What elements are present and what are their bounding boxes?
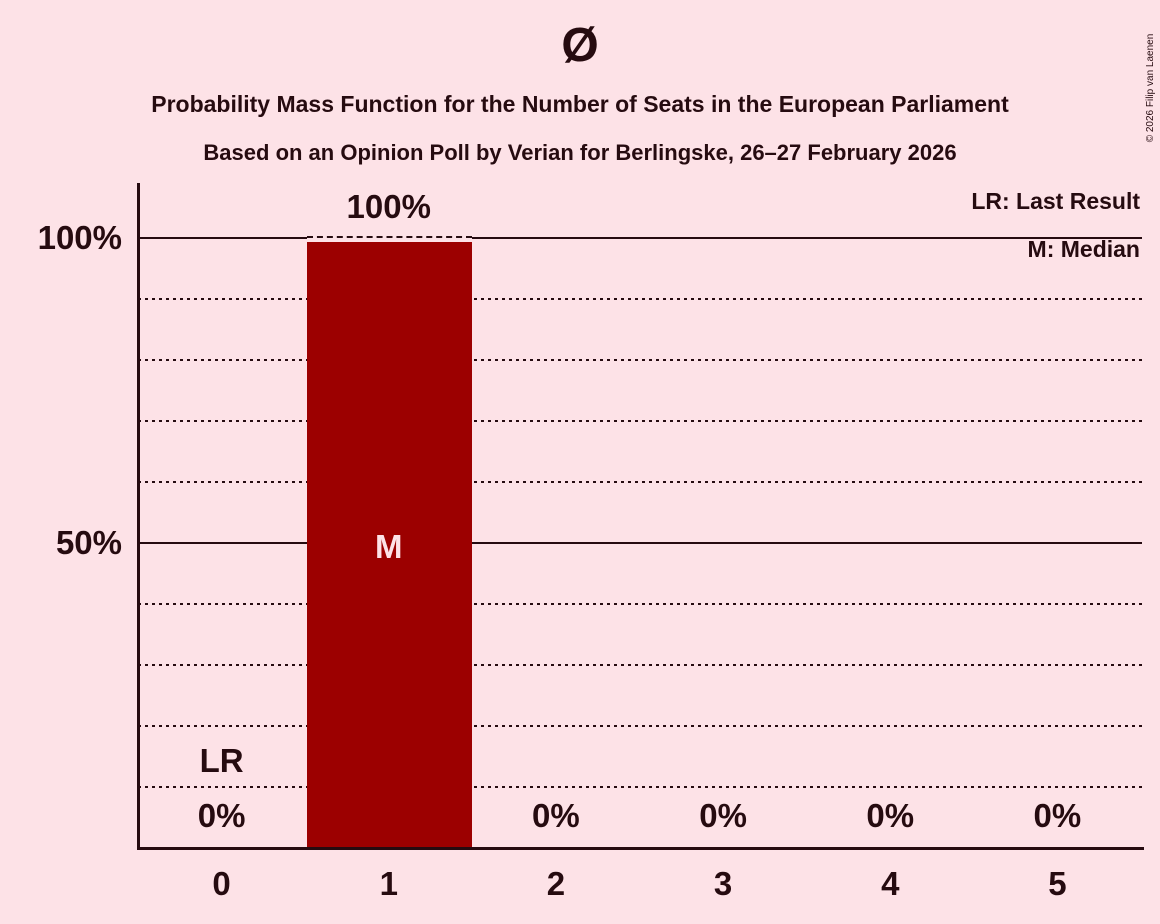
gridline-40pct (138, 603, 1142, 605)
y-axis-line (137, 183, 140, 850)
x-tick-seats-2: 2 (546, 865, 566, 902)
chart-party-abbreviation: Ø (561, 19, 599, 72)
y-tick-50: 50% (55, 524, 122, 561)
x-axis-line (137, 847, 1144, 850)
chart-title: Probability Mass Function for the Number… (151, 91, 1009, 117)
legend-median: M: Median (1027, 236, 1140, 262)
median-dash-line (306, 236, 472, 242)
gridline-20pct (138, 725, 1142, 727)
x-tick-seats-4: 4 (881, 865, 900, 902)
x-tick-seats-3: 3 (713, 865, 733, 902)
median-marker: M (375, 528, 403, 565)
gridline-60pct (138, 481, 1142, 483)
bar-value-label: 0% (1033, 797, 1082, 834)
bar-value-label: 0% (197, 797, 246, 834)
x-tick-seats-1: 1 (379, 865, 398, 902)
legend-last-result: LR: Last Result (971, 188, 1140, 214)
copyright-notice: © 2026 Filip van Laenen (1145, 33, 1156, 143)
bar-value-label: 0% (866, 797, 915, 834)
gridline-70pct (138, 420, 1142, 422)
bar-seats-1 (306, 242, 472, 848)
bar-value-label: 0% (699, 797, 747, 834)
last-result-marker: LR (199, 742, 244, 779)
bar-value-label: 0% (532, 797, 580, 834)
gridline-10pct (138, 786, 1142, 788)
y-tick-100: 100% (37, 219, 122, 256)
gridline-90pct (138, 298, 1142, 300)
bar-value-label: 100% (346, 188, 431, 225)
x-tick-seats-5: 5 (1048, 865, 1067, 902)
gridline-50pct (138, 542, 1142, 544)
chart-subtitle: Based on an Opinion Poll by Verian for B… (203, 140, 957, 165)
gridline-30pct (138, 664, 1142, 666)
gridline-100pct (138, 237, 1142, 239)
gridline-80pct (138, 359, 1142, 361)
x-tick-seats-0: 0 (212, 865, 231, 902)
